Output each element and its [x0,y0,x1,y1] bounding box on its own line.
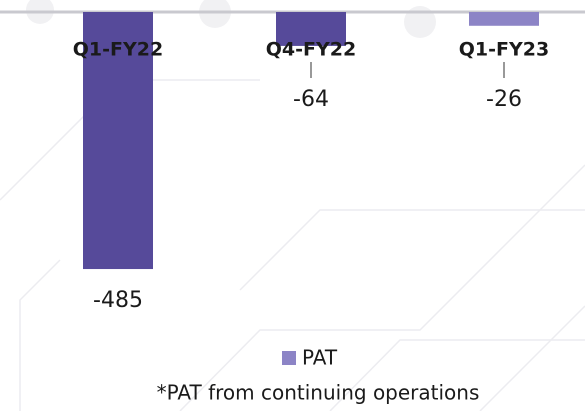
category-label: Q4-FY22 [266,39,356,61]
legend-swatch [282,351,296,365]
category-label: Q1-FY22 [73,39,163,61]
category-label: Q1-FY23 [459,39,549,61]
bar [469,12,539,26]
data-label: -485 [93,288,143,313]
legend-label: PAT [302,346,338,370]
bar [276,12,346,46]
data-label: -64 [293,87,329,112]
footnote: *PAT from continuing operations [157,381,480,405]
bar [83,12,153,270]
data-label: -26 [486,87,522,112]
